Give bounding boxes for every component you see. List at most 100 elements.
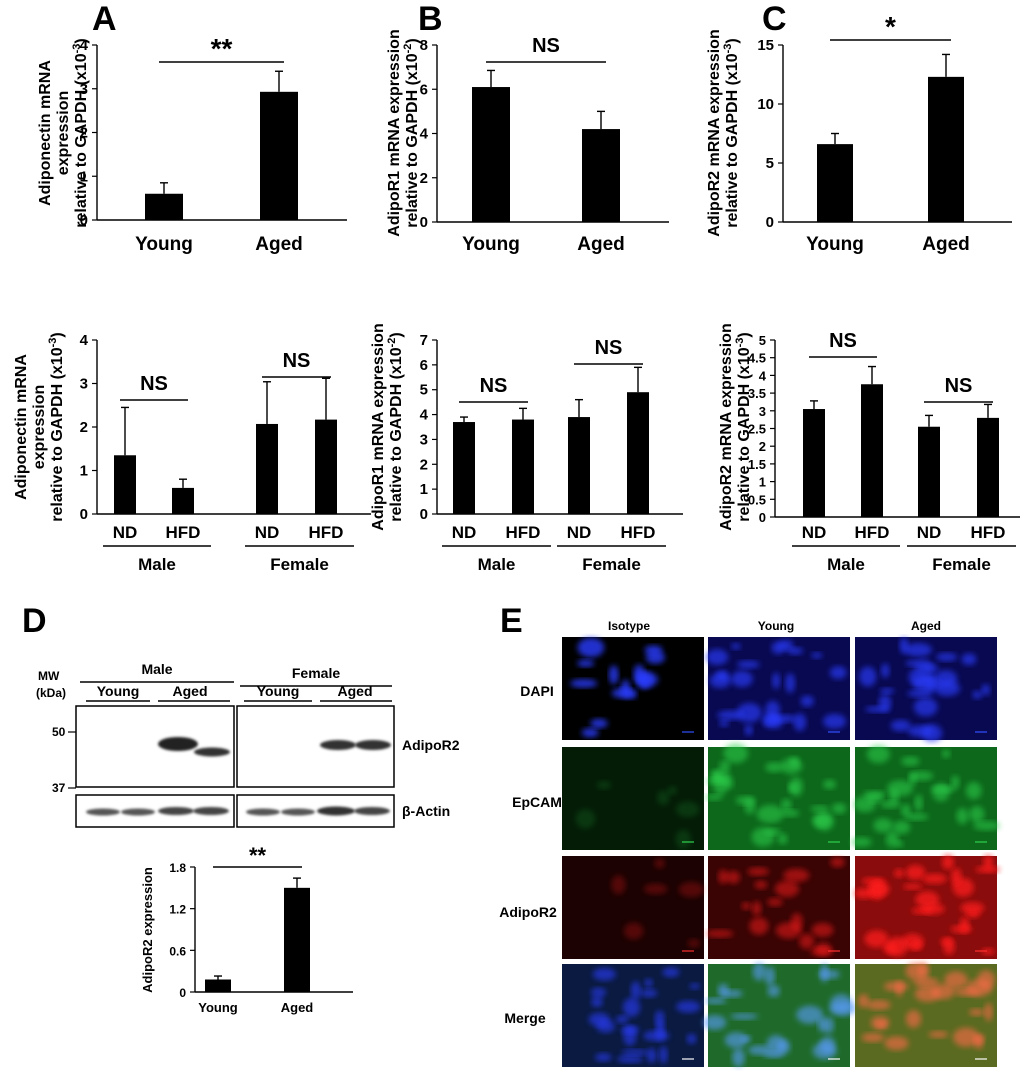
- micrograph-signal: [972, 690, 983, 699]
- micrograph-signal: [623, 922, 644, 940]
- category-label: Young: [198, 1000, 238, 1015]
- micrograph-signal: [744, 724, 753, 736]
- category-label: HFD: [621, 523, 656, 542]
- y-label-line: ): [388, 332, 405, 337]
- micrograph-signal: [876, 1020, 887, 1028]
- micrograph-signal: [788, 777, 803, 797]
- y-tick-label: 1: [420, 481, 428, 498]
- actin-band: [158, 807, 194, 815]
- micrograph-signal: [915, 891, 940, 908]
- micrograph-signal: [944, 971, 968, 989]
- micrograph-signal: [781, 809, 800, 817]
- category-label: Young: [135, 234, 193, 255]
- micrograph-signal: [969, 1008, 985, 1016]
- micrograph-signal: [736, 660, 760, 669]
- significance-label: NS: [532, 35, 560, 57]
- western-blot: MW (kDa) Male Female Young Aged Young Ag…: [36, 661, 460, 828]
- micrograph-epcam-young: [705, 743, 850, 850]
- blot-band: [355, 740, 391, 750]
- blot-frame-male: [75, 705, 235, 788]
- y-label-line: relative to GAPDH (x10: [736, 347, 753, 521]
- micrograph-signal: [921, 724, 943, 742]
- micrograph-signal: [965, 979, 993, 997]
- bar-young: [472, 87, 510, 222]
- micrograph-signal: [890, 719, 911, 732]
- y-tick-label: 1: [80, 168, 88, 185]
- mw-marker-50: 50: [52, 725, 66, 739]
- micrograph-signal: [689, 983, 700, 990]
- micrograph-signal: [950, 925, 973, 933]
- micrograph-signal: [747, 867, 770, 876]
- actin-band: [281, 808, 315, 816]
- bar-nd: [918, 426, 940, 517]
- bar-nd: [568, 417, 590, 514]
- micrograph-signal: [730, 1013, 758, 1020]
- category-label: ND: [113, 523, 138, 542]
- micrograph-signal: [777, 833, 788, 845]
- y-label-line: AdipoR1 mRNA expression: [386, 29, 403, 236]
- micrograph-signal: [765, 762, 783, 773]
- panel-letter-c: C: [762, 0, 787, 38]
- y-tick-label: 0: [420, 506, 428, 523]
- micrograph-signal: [724, 1032, 748, 1048]
- micrograph-signal: [952, 1027, 980, 1047]
- micrograph-signal: [678, 881, 705, 898]
- micrograph-dapi-isotype: [562, 637, 704, 740]
- significance-label: NS: [829, 330, 857, 352]
- micrograph-signal: [780, 758, 803, 774]
- micrograph-signal: [575, 809, 596, 829]
- bar-hfd: [977, 417, 999, 517]
- micrograph-signal: [645, 650, 665, 664]
- micrograph-signal: [591, 996, 603, 1008]
- bar-hfd: [512, 419, 534, 514]
- micrograph-signal: [899, 637, 909, 654]
- y-label-line: ): [736, 332, 753, 337]
- micrograph-signal: [981, 948, 995, 955]
- y-tick-label: 3: [420, 431, 428, 448]
- micrograph-signal: [873, 818, 893, 833]
- micrograph-signal: [880, 800, 901, 809]
- micrograph-signal: [913, 697, 938, 717]
- y-tick-label: 15: [757, 37, 774, 54]
- y-tick-label: 5: [420, 382, 428, 399]
- micrograph-signal: [749, 917, 769, 935]
- micrograph-signal: [905, 660, 922, 667]
- micrograph-signal: [793, 713, 807, 731]
- y-axis-label: AdipoR2 mRNA expressionrelative to GAPDH…: [706, 29, 741, 236]
- y-label-line: relative to GAPDH (x10: [73, 53, 90, 227]
- y-tick-label: 6: [420, 81, 428, 98]
- micrograph-signal: [913, 977, 940, 987]
- micrograph-signal: [866, 745, 890, 764]
- micrograph-signal: [644, 978, 653, 988]
- micrograph-signal: [923, 663, 939, 674]
- micrograph-stain: [562, 856, 704, 959]
- y-tick-label: 0: [80, 212, 88, 229]
- y-label-line: AdipoR2 mRNA expression: [706, 29, 723, 236]
- category-label: HFD: [855, 523, 890, 542]
- micrograph-signal: [620, 1025, 640, 1035]
- micrograph-signal: [930, 785, 956, 793]
- micrograph-signal: [732, 1048, 745, 1068]
- bar-nd: [803, 409, 825, 517]
- actin-band: [354, 807, 390, 815]
- micrograph-signal: [646, 1048, 657, 1063]
- micrograph-signal: [767, 984, 780, 997]
- panel-letter-e: E: [500, 602, 523, 640]
- micrograph-signal: [889, 789, 899, 803]
- y-tick-label: 4.5: [748, 351, 766, 366]
- lane-label-male-aged: Aged: [173, 683, 208, 699]
- microscopy-grid: Isotype Young Aged DAPI EpCAM AdipoR2 Me…: [499, 619, 1000, 1068]
- y-tick-label: 2: [420, 456, 428, 473]
- y-tick-label: 0: [759, 510, 766, 525]
- micrograph-signal: [772, 672, 781, 690]
- micrograph-signal: [787, 647, 804, 655]
- row-label-epcam: EpCAM: [512, 794, 562, 810]
- micrograph-signal: [823, 779, 836, 790]
- y-tick-label: 3.5: [748, 386, 766, 401]
- y-tick-label: 0: [179, 986, 186, 1000]
- micrograph-signal: [858, 994, 869, 1008]
- y-tick-label: 10: [757, 96, 774, 113]
- y-label-line: Adiponectin mRNA: [37, 60, 54, 206]
